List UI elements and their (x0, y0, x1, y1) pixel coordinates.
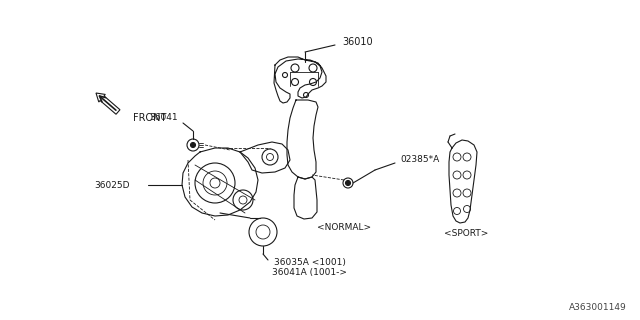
Circle shape (346, 180, 351, 186)
Text: 02385*A: 02385*A (401, 156, 440, 164)
Text: A363001149: A363001149 (569, 303, 627, 313)
Text: FRONT: FRONT (133, 113, 166, 123)
Circle shape (191, 142, 195, 148)
Text: 36041A (1001->: 36041A (1001-> (273, 268, 348, 276)
Text: 36025D: 36025D (94, 180, 130, 189)
Text: <NORMAL>: <NORMAL> (317, 223, 371, 233)
Text: 36035A <1001): 36035A <1001) (274, 258, 346, 267)
Text: <SPORT>: <SPORT> (444, 229, 488, 238)
Text: 36041: 36041 (150, 114, 179, 123)
Text: 36010: 36010 (342, 37, 373, 47)
